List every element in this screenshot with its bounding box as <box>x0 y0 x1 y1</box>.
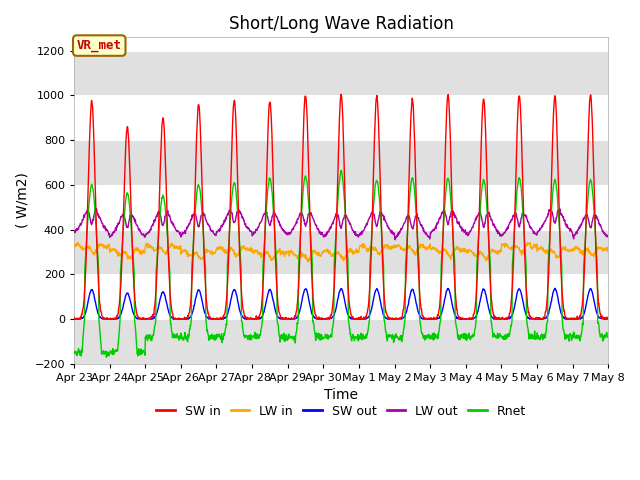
SW in <box>70 314 78 320</box>
Legend: SW in, LW in, SW out, LW out, Rnet: SW in, LW in, SW out, LW out, Rnet <box>151 400 531 423</box>
Y-axis label: ( W/m2): ( W/m2) <box>15 173 29 228</box>
Line: SW in: SW in <box>74 95 608 319</box>
LW in <box>604 249 612 255</box>
Line: Rnet: Rnet <box>74 170 608 357</box>
SW out <box>604 316 612 322</box>
LW in <box>304 259 312 265</box>
SW in <box>189 250 197 255</box>
SW in <box>425 315 433 321</box>
Bar <box>74 319 608 364</box>
LW out <box>189 212 197 217</box>
SW out <box>176 316 184 322</box>
Line: SW out: SW out <box>74 288 608 319</box>
LW out <box>249 231 257 237</box>
Rnet <box>337 168 345 173</box>
Rnet <box>604 334 612 340</box>
SW in <box>249 315 257 321</box>
Rnet <box>102 354 110 360</box>
Rnet <box>541 334 549 340</box>
LW in <box>176 246 184 252</box>
Bar <box>74 140 608 185</box>
SW out <box>70 316 78 322</box>
SW out <box>493 316 501 322</box>
LW out <box>93 206 100 212</box>
LW out <box>541 218 549 224</box>
SW in <box>337 92 345 97</box>
LW out <box>70 229 78 235</box>
X-axis label: Time: Time <box>324 388 358 402</box>
SW in <box>604 314 612 320</box>
SW out <box>541 315 548 321</box>
SW out <box>249 315 257 321</box>
Line: LW out: LW out <box>74 209 608 240</box>
Text: VR_met: VR_met <box>77 39 122 52</box>
Title: Short/Long Wave Radiation: Short/Long Wave Radiation <box>228 15 454 33</box>
LW in <box>70 242 78 248</box>
Rnet <box>495 335 502 341</box>
LW in <box>249 250 257 255</box>
LW out <box>425 234 433 240</box>
LW out <box>495 229 502 235</box>
Bar <box>74 51 608 96</box>
SW out <box>424 316 431 322</box>
SW in <box>495 316 502 322</box>
LW in <box>494 251 502 257</box>
LW in <box>541 250 549 255</box>
SW out <box>551 286 559 291</box>
Rnet <box>70 349 78 355</box>
LW out <box>177 229 184 235</box>
LW out <box>604 233 612 239</box>
SW in <box>70 316 78 322</box>
LW in <box>424 245 432 251</box>
Line: LW in: LW in <box>74 242 608 262</box>
Rnet <box>425 334 433 339</box>
SW out <box>189 309 196 314</box>
SW in <box>177 315 184 321</box>
LW in <box>526 240 534 245</box>
Rnet <box>177 334 184 339</box>
Rnet <box>189 241 197 247</box>
LW out <box>391 237 399 242</box>
Rnet <box>249 333 257 339</box>
LW in <box>189 253 196 259</box>
SW in <box>541 309 549 314</box>
Bar <box>74 229 608 274</box>
